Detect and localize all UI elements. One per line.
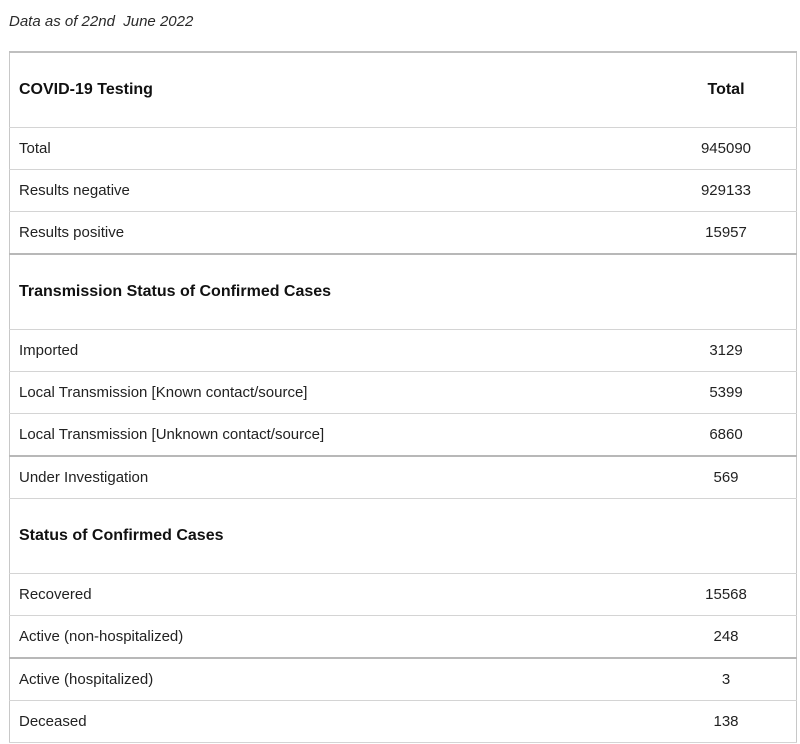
row-label: Active (hospitalized): [9, 658, 656, 701]
row-label: Under Investigation: [9, 456, 656, 499]
row-label: Recovered: [9, 573, 656, 616]
empty-cell: [656, 254, 797, 330]
total-column-header: Total: [656, 52, 797, 128]
status-heading: Status of Confirmed Cases: [9, 498, 656, 574]
table-header-row: COVID-19 Testing Total: [9, 52, 797, 128]
table-row: Active (non-hospitalized) 248: [9, 615, 797, 659]
table-row: Total 945090: [9, 127, 797, 170]
table-row: Under Investigation 569: [9, 456, 797, 499]
transmission-heading: Transmission Status of Confirmed Cases: [9, 254, 656, 330]
row-value: 138: [656, 700, 797, 743]
row-value: 5399: [656, 371, 797, 414]
data-as-of-date: Data as of 22nd June 2022: [9, 13, 194, 30]
row-label: Results negative: [9, 169, 656, 212]
testing-heading: COVID-19 Testing: [9, 52, 656, 128]
row-label: Total: [9, 127, 656, 170]
row-label: Imported: [9, 329, 656, 372]
row-value: 6860: [656, 413, 797, 457]
table-row: Deceased 138: [9, 700, 797, 743]
table-row: Local Transmission [Unknown contact/sour…: [9, 413, 797, 457]
table-row: Recovered 15568: [9, 573, 797, 616]
row-label: Results positive: [9, 211, 656, 255]
table-row: Local Transmission [Known contact/source…: [9, 371, 797, 414]
row-value: 3129: [656, 329, 797, 372]
table-row: Results negative 929133: [9, 169, 797, 212]
section-header-row: Status of Confirmed Cases: [9, 498, 797, 574]
row-value: 569: [656, 456, 797, 499]
row-label: Local Transmission [Unknown contact/sour…: [9, 413, 656, 457]
row-value: 248: [656, 615, 797, 659]
covid-statistics-table: COVID-19 Testing Total Total 945090 Resu…: [9, 51, 797, 743]
row-label: Active (non-hospitalized): [9, 615, 656, 659]
row-value: 929133: [656, 169, 797, 212]
row-value: 15957: [656, 211, 797, 255]
table-row: Imported 3129: [9, 329, 797, 372]
empty-cell: [656, 498, 797, 574]
row-label: Local Transmission [Known contact/source…: [9, 371, 656, 414]
section-header-row: Transmission Status of Confirmed Cases: [9, 254, 797, 330]
table-row: Active (hospitalized) 3: [9, 658, 797, 701]
row-value: 945090: [656, 127, 797, 170]
row-value: 15568: [656, 573, 797, 616]
row-value: 3: [656, 658, 797, 701]
table-row: Results positive 15957: [9, 211, 797, 255]
row-label: Deceased: [9, 700, 656, 743]
